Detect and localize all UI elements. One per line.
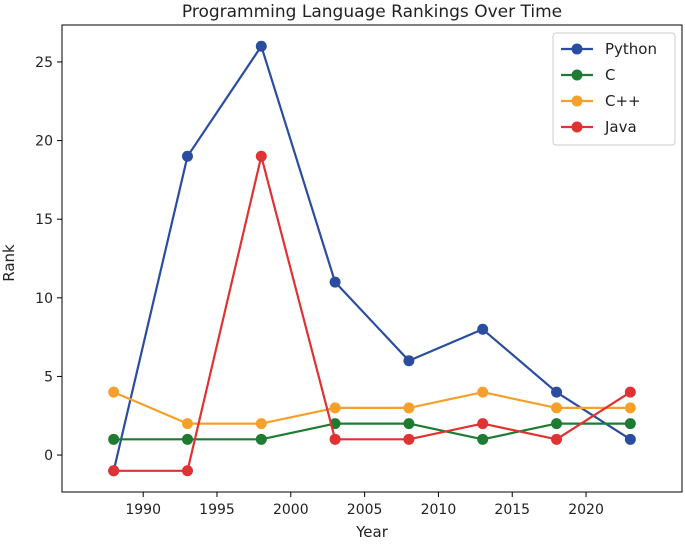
data-point-cpp	[181, 418, 193, 430]
data-point-cpp	[403, 402, 415, 414]
y-tick-label: 0	[44, 448, 53, 464]
data-point-c	[255, 433, 267, 445]
data-point-cpp	[551, 402, 563, 414]
x-tick-label: 2010	[421, 502, 457, 518]
series-line-python	[112, 45, 631, 472]
data-point-python	[551, 386, 563, 398]
data-point-c	[551, 418, 563, 430]
series-line-java	[113, 155, 631, 472]
legend-label-cpp: C++	[605, 92, 641, 110]
data-point-python	[329, 276, 341, 288]
series-line-c	[113, 422, 631, 441]
data-point-java	[477, 418, 489, 430]
y-tick-label: 25	[35, 55, 53, 71]
data-point-cpp	[477, 386, 489, 398]
legend-marker-java	[571, 121, 583, 133]
data-point-c	[108, 433, 120, 445]
x-tick-label: 2015	[494, 502, 530, 518]
data-point-python	[477, 323, 489, 335]
series-line-cpp	[113, 391, 631, 425]
data-point-python	[403, 355, 415, 367]
x-tick-label: 2020	[568, 502, 604, 518]
legend: Python C C++ Java	[552, 32, 676, 146]
y-axis: 0 5 10 15 20 25	[35, 55, 62, 464]
data-point-cpp	[624, 402, 636, 414]
legend-marker-cpp	[571, 95, 583, 107]
legend-marker-c	[571, 69, 583, 81]
data-point-java	[403, 433, 415, 445]
y-tick-label: 15	[35, 212, 53, 228]
x-axis: 1990 1995 2000 2005 2010 2015 2020	[125, 492, 604, 518]
data-point-cpp	[108, 386, 120, 398]
legend-label-c: C	[605, 66, 615, 84]
data-point-java	[181, 465, 193, 477]
data-point-c	[477, 433, 489, 445]
data-point-c	[181, 433, 193, 445]
plot-frame	[61, 24, 683, 493]
legend-box	[552, 32, 676, 146]
y-tick-label: 5	[44, 369, 53, 385]
data-point-python	[255, 40, 267, 52]
data-point-cpp	[255, 418, 267, 430]
data-point-java	[551, 433, 563, 445]
data-point-python	[181, 150, 193, 162]
data-point-java	[255, 150, 267, 162]
y-tick-label: 20	[35, 134, 53, 150]
x-tick-label: 1995	[199, 502, 235, 518]
legend-marker-python	[571, 43, 583, 55]
data-point-cpp	[329, 402, 341, 414]
plot-area	[108, 40, 636, 477]
data-point-java	[108, 465, 120, 477]
data-point-c	[624, 418, 636, 430]
chart-title: Programming Language Rankings Over Time	[182, 2, 562, 22]
legend-label-java: Java	[604, 118, 637, 136]
x-tick-label: 2005	[347, 502, 383, 518]
legend-label-python: Python	[605, 40, 657, 58]
y-tick-label: 10	[35, 291, 53, 307]
x-tick-label: 2000	[273, 502, 309, 518]
data-point-c	[403, 418, 415, 430]
data-point-java	[329, 433, 341, 445]
y-axis-label: Rank	[0, 244, 18, 282]
x-axis-label: Year	[355, 523, 389, 541]
data-point-python	[624, 433, 636, 445]
x-tick-label: 1990	[125, 502, 161, 518]
data-point-java	[624, 386, 636, 398]
